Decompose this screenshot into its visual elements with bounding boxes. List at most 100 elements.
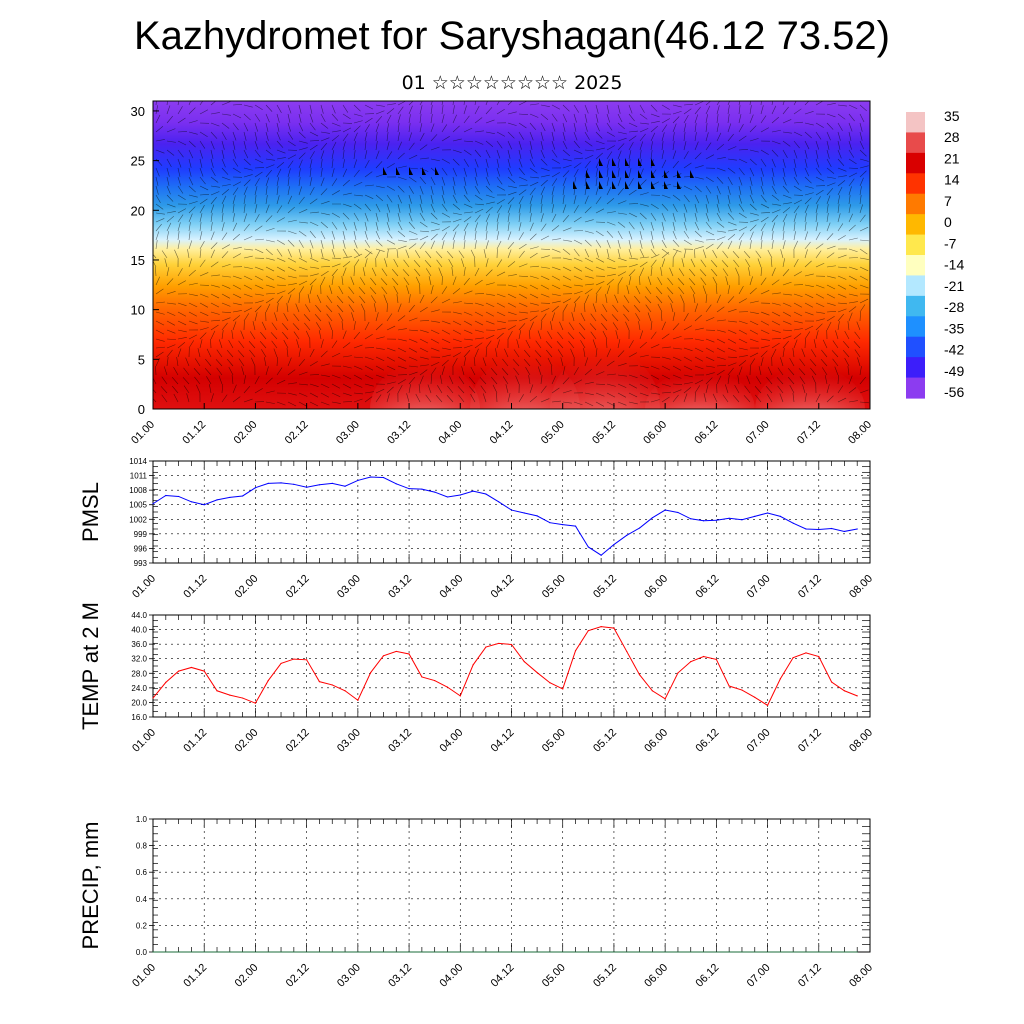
wind-barb <box>518 311 528 314</box>
wind-barb <box>705 123 708 133</box>
wind-barb <box>771 167 775 177</box>
wind-barb <box>584 177 587 187</box>
wind-barb <box>221 167 229 175</box>
wind-barb <box>606 392 616 398</box>
wind-barb <box>606 159 610 169</box>
wind-barb <box>562 248 571 255</box>
series-point <box>766 704 769 706</box>
wind-barb <box>595 186 599 196</box>
wind-barb <box>859 158 869 162</box>
wind-barb <box>518 204 522 214</box>
wind-barb <box>496 320 506 323</box>
wind-barb <box>716 114 719 124</box>
wind-barb <box>626 285 630 295</box>
wind-barb <box>243 122 249 132</box>
minor-ticks <box>152 614 871 718</box>
wind-barb <box>342 342 351 349</box>
wind-barb <box>177 106 183 115</box>
wind-barb <box>771 158 776 168</box>
wind-barb <box>826 384 830 394</box>
wind-barb <box>716 176 724 184</box>
wind-barb <box>474 149 482 158</box>
wind-barb <box>837 158 845 166</box>
wind-barb <box>716 203 720 213</box>
wind-barb <box>342 365 352 369</box>
wind-barb <box>801 348 806 358</box>
wind-pennant <box>612 158 616 166</box>
wind-barb <box>271 340 278 349</box>
wind-barb <box>727 367 734 376</box>
series-point <box>856 951 858 953</box>
wind-barb <box>232 384 237 394</box>
wind-barb <box>186 393 190 403</box>
wind-barb <box>661 184 671 187</box>
wind-barb <box>386 313 393 322</box>
wind-barb <box>824 375 828 385</box>
wind-pennant <box>573 181 577 189</box>
wind-barb <box>606 383 616 387</box>
series-point <box>280 482 282 484</box>
wind-barb <box>331 392 341 398</box>
wind-barb <box>441 212 451 218</box>
wind-barb <box>672 323 680 331</box>
wind-barb <box>573 275 583 280</box>
wind-barb <box>397 132 400 142</box>
wind-barb <box>617 200 627 205</box>
wind-barb <box>650 331 657 340</box>
x-tick-label: 03.12 <box>385 419 413 447</box>
wind-barb <box>371 267 377 277</box>
wind-barb <box>485 167 489 177</box>
wind-barb <box>694 347 704 353</box>
wind-barb <box>166 128 176 133</box>
wind-barb <box>504 348 509 358</box>
wind-barb <box>210 330 216 340</box>
wind-barb <box>837 180 846 187</box>
wind-barb <box>793 176 800 185</box>
wind-barb <box>600 313 608 322</box>
wind-barb <box>822 367 828 376</box>
wind-barb <box>749 240 752 250</box>
wind-barb <box>859 104 867 112</box>
wind-barb <box>419 306 428 313</box>
wind-barb <box>507 261 516 268</box>
wind-barb <box>364 171 373 178</box>
wind-barb <box>848 104 858 110</box>
wind-barb <box>441 185 445 195</box>
wind-barb <box>265 186 268 196</box>
wind-barb <box>265 164 275 169</box>
wind-barb <box>617 122 625 130</box>
wind-pennant <box>599 158 603 166</box>
wind-barb <box>287 131 294 140</box>
colorbar-swatch <box>906 234 925 256</box>
wind-barb <box>771 267 776 277</box>
wind-barb <box>232 204 235 214</box>
wind-barb <box>188 201 198 205</box>
wind-barb <box>320 131 330 134</box>
wind-barb <box>551 293 561 297</box>
wind-barb <box>199 176 206 185</box>
x-tick-label: 05.12 <box>591 727 619 755</box>
wind-barb <box>419 221 428 228</box>
wind-barb <box>815 262 825 268</box>
wind-barb <box>276 295 283 304</box>
wind-barb <box>826 195 831 205</box>
wind-barb <box>199 293 209 298</box>
wind-barb <box>628 104 633 114</box>
wind-barb <box>470 366 476 376</box>
wind-barb <box>419 320 429 322</box>
wind-barb <box>683 382 693 385</box>
x-tick-label: 01.12 <box>181 573 209 601</box>
wind-barb <box>705 101 712 106</box>
series-point <box>843 690 845 692</box>
wind-barb <box>265 177 270 187</box>
wind-barb <box>743 251 751 259</box>
wind-barb <box>353 194 363 197</box>
wind-barb <box>529 252 538 259</box>
wind-barb <box>628 221 635 230</box>
wind-barb <box>859 165 869 169</box>
wind-barb <box>628 401 638 405</box>
wind-barb <box>386 381 396 385</box>
wind-barb <box>342 113 351 120</box>
wind-barb <box>155 176 159 186</box>
wind-barb <box>408 243 417 250</box>
